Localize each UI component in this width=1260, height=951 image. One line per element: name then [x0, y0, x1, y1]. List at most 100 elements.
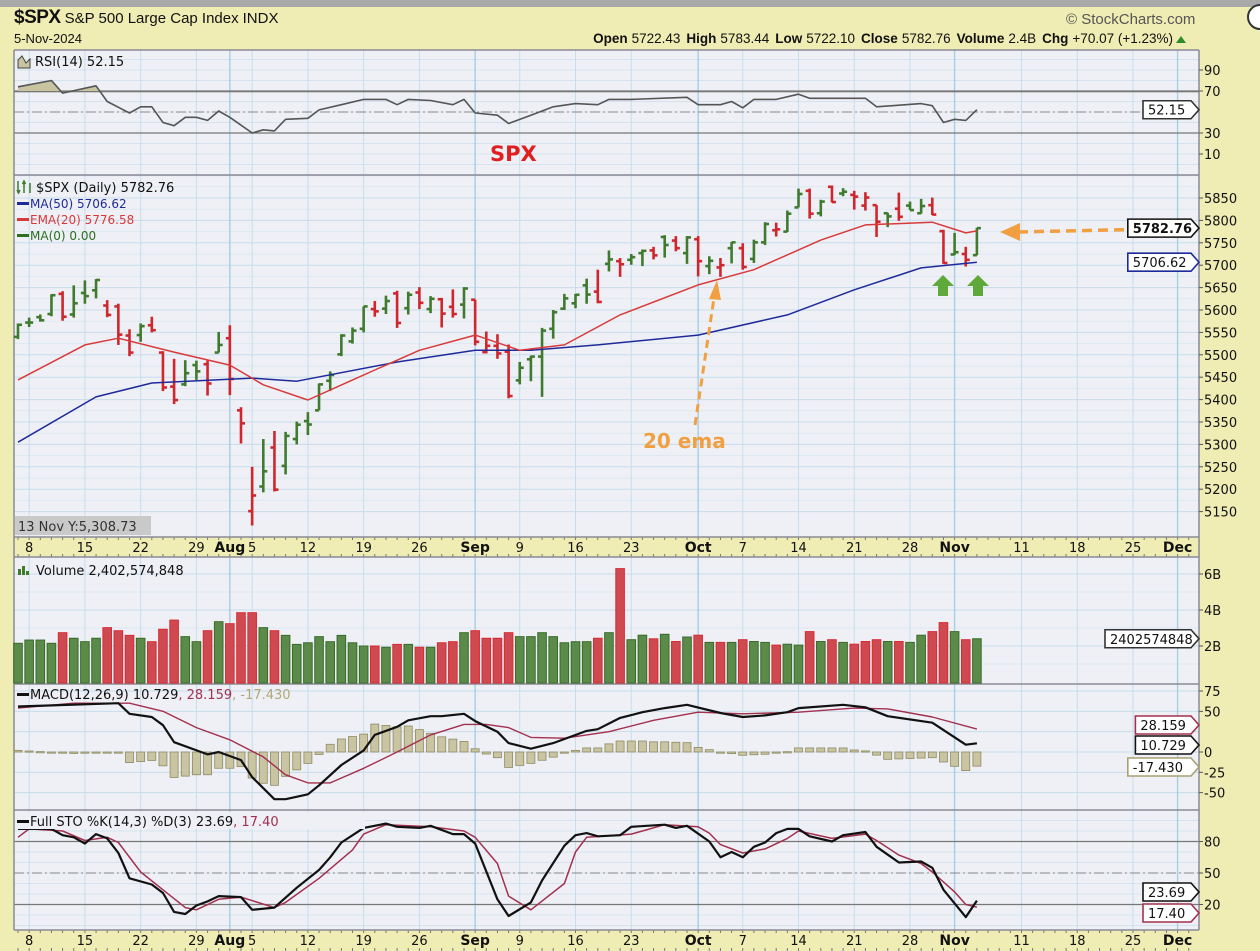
- volume-bar[interactable]: [24, 639, 34, 684]
- macd-histogram-bar[interactable]: [771, 751, 781, 754]
- volume-bar[interactable]: [570, 641, 581, 684]
- price-bar[interactable]: [571, 293, 580, 309]
- macd-histogram-bar[interactable]: [827, 747, 837, 753]
- macd-histogram-bar[interactable]: [738, 751, 748, 756]
- volume-bar[interactable]: [358, 645, 369, 684]
- volume-bar[interactable]: [514, 636, 525, 684]
- price-bar[interactable]: [158, 351, 167, 392]
- volume-bar[interactable]: [325, 641, 335, 684]
- price-bar[interactable]: [103, 300, 112, 318]
- price-bar[interactable]: [939, 229, 948, 265]
- macd-histogram-bar[interactable]: [493, 751, 502, 759]
- macd-histogram-bar[interactable]: [972, 751, 982, 767]
- price-bar[interactable]: [906, 201, 914, 212]
- price-bar[interactable]: [36, 314, 45, 322]
- volume-bar[interactable]: [503, 632, 514, 684]
- volume-bar[interactable]: [269, 630, 280, 684]
- macd-histogram-bar[interactable]: [950, 751, 959, 767]
- macd-histogram-bar[interactable]: [939, 751, 948, 763]
- volume-bar[interactable]: [80, 641, 90, 684]
- volume-bar[interactable]: [213, 621, 224, 684]
- volume-bar[interactable]: [347, 642, 358, 684]
- price-bar[interactable]: [337, 334, 346, 357]
- macd-histogram-bar[interactable]: [258, 751, 268, 784]
- macd-histogram-bar[interactable]: [370, 723, 380, 753]
- volume-bar[interactable]: [581, 641, 592, 684]
- macd-histogram-bar[interactable]: [292, 751, 302, 771]
- volume-bar[interactable]: [648, 638, 659, 684]
- volume-bar[interactable]: [13, 642, 23, 684]
- volume-bar[interactable]: [147, 641, 157, 684]
- macd-histogram-bar[interactable]: [916, 751, 926, 759]
- price-bar[interactable]: [761, 222, 770, 246]
- macd-histogram-bar[interactable]: [716, 751, 725, 754]
- price-bar[interactable]: [928, 197, 937, 216]
- volume-bar[interactable]: [671, 641, 681, 684]
- price-bar[interactable]: [593, 269, 602, 304]
- volume-bar[interactable]: [526, 636, 536, 684]
- price-bar[interactable]: [125, 329, 134, 357]
- price-bar[interactable]: [292, 421, 301, 445]
- macd-histogram-bar[interactable]: [615, 740, 625, 753]
- macd-histogram-bar[interactable]: [760, 751, 770, 755]
- macd-histogram-bar[interactable]: [203, 751, 212, 776]
- price-bar[interactable]: [381, 295, 390, 315]
- price-bar[interactable]: [426, 296, 435, 314]
- volume-bar[interactable]: [704, 641, 715, 684]
- price-bar[interactable]: [582, 278, 591, 304]
- price-bar[interactable]: [638, 249, 647, 267]
- price-bar[interactable]: [671, 236, 680, 252]
- macd-histogram-bar[interactable]: [782, 751, 792, 754]
- macd-histogram-bar[interactable]: [537, 751, 547, 761]
- price-bar[interactable]: [627, 254, 636, 265]
- macd-histogram-bar[interactable]: [325, 743, 335, 753]
- price-bar[interactable]: [683, 236, 691, 264]
- macd-histogram-bar[interactable]: [905, 751, 915, 759]
- macd-histogram-bar[interactable]: [604, 743, 614, 753]
- copyright-link[interactable]: © StockCharts.com: [1066, 11, 1196, 28]
- volume-bar[interactable]: [593, 637, 603, 684]
- price-bar[interactable]: [649, 246, 658, 260]
- volume-bar[interactable]: [905, 641, 915, 684]
- macd-histogram-bar[interactable]: [626, 740, 636, 753]
- price-bar[interactable]: [839, 188, 848, 197]
- volume-bar[interactable]: [46, 642, 57, 684]
- volume-bar[interactable]: [492, 637, 503, 684]
- volume-bar[interactable]: [537, 632, 547, 684]
- macd-histogram-bar[interactable]: [526, 751, 536, 764]
- volume-bar[interactable]: [760, 641, 770, 684]
- macd-histogram-bar[interactable]: [649, 741, 658, 753]
- macd-histogram-bar[interactable]: [191, 751, 201, 776]
- macd-histogram-bar[interactable]: [448, 738, 458, 753]
- price-bar[interactable]: [917, 198, 926, 215]
- volume-bar[interactable]: [771, 644, 782, 684]
- volume-bar[interactable]: [425, 646, 436, 684]
- price-bar[interactable]: [448, 289, 457, 318]
- macd-histogram-bar[interactable]: [403, 725, 413, 753]
- volume-bar[interactable]: [604, 632, 614, 684]
- volume-bar[interactable]: [894, 641, 904, 684]
- price-bar[interactable]: [281, 431, 290, 475]
- volume-bar[interactable]: [470, 630, 480, 684]
- volume-bar[interactable]: [972, 638, 982, 684]
- price-bar[interactable]: [315, 383, 324, 412]
- macd-histogram-bar[interactable]: [314, 751, 324, 755]
- price-bar[interactable]: [92, 278, 101, 299]
- macd-histogram-bar[interactable]: [24, 750, 34, 753]
- volume-bar[interactable]: [693, 634, 703, 684]
- volume-bar[interactable]: [169, 619, 179, 684]
- volume-bar[interactable]: [225, 623, 235, 684]
- price-bar[interactable]: [359, 305, 368, 333]
- price-bar[interactable]: [437, 297, 446, 328]
- price-bar[interactable]: [749, 239, 758, 263]
- macd-histogram-bar[interactable]: [593, 747, 603, 753]
- price-bar[interactable]: [738, 243, 747, 270]
- price-bar[interactable]: [415, 287, 424, 310]
- volume-bar[interactable]: [303, 642, 313, 684]
- volume-bar[interactable]: [247, 612, 257, 684]
- macd-histogram-bar[interactable]: [559, 751, 569, 754]
- price-bar[interactable]: [259, 439, 268, 493]
- volume-bar[interactable]: [448, 641, 458, 684]
- volume-bar[interactable]: [236, 612, 246, 684]
- macd-histogram-bar[interactable]: [504, 751, 514, 768]
